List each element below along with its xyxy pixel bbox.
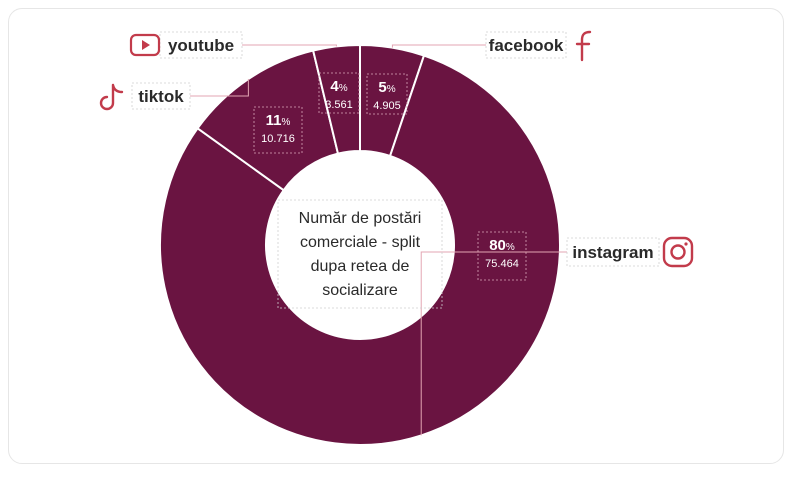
slice-instagram	[159, 54, 561, 446]
value-label: 4.905	[373, 100, 401, 112]
tiktok-glyph	[99, 83, 124, 111]
slice-label-instagram: 80% 75.464 instagram	[420, 231, 694, 436]
percent-label: 4%	[330, 78, 347, 95]
chart-title-line: dupa retea de	[311, 258, 410, 275]
value-label: 75.464	[485, 258, 519, 270]
data-label-box	[318, 72, 360, 114]
series-label-box	[131, 82, 191, 110]
instagram-icon	[662, 236, 694, 268]
percent-label: 11%	[266, 112, 291, 129]
series-label-box	[566, 237, 660, 267]
percent-value: 4	[330, 78, 339, 95]
tiktok-icon	[99, 83, 124, 111]
series-label: tiktok	[138, 87, 184, 106]
series-label: instagram	[572, 243, 653, 262]
instagram-frame	[662, 236, 694, 268]
instagram-dot	[684, 242, 688, 246]
instagram-lens	[670, 244, 686, 260]
data-label-box	[366, 73, 408, 115]
data-label-box	[477, 231, 527, 281]
facebook-glyph	[575, 30, 592, 62]
percent-sign: %	[339, 83, 348, 94]
chart-title-line: socializare	[322, 282, 398, 299]
series-label-box	[485, 31, 567, 59]
leader-line	[420, 251, 567, 436]
value-label: 10.716	[261, 133, 295, 145]
slice-label-youtube: 4% 3.561 youtube	[129, 31, 360, 114]
leader-line	[391, 44, 486, 48]
percent-sign: %	[281, 117, 290, 128]
percent-label: 80%	[489, 237, 515, 254]
chart-title-line: Număr de postări	[299, 210, 422, 227]
leader-line	[190, 79, 249, 97]
series-label-box	[159, 31, 243, 59]
slice-label-facebook: 5% 4.905 facebook	[366, 30, 592, 115]
value-label: 3.561	[325, 99, 353, 111]
chart-title: Număr de postări comerciale - split dupa r…	[277, 199, 443, 309]
percent-value: 11	[266, 112, 282, 129]
series-label: youtube	[168, 36, 234, 55]
slice-label-tiktok: 11% 10.716 tiktok	[99, 79, 303, 154]
percent-sign: %	[506, 242, 515, 253]
slice-youtube	[311, 43, 361, 155]
facebook-icon	[575, 30, 592, 62]
youtube-play	[142, 40, 150, 50]
data-label-box	[253, 106, 303, 154]
percent-label: 5%	[378, 79, 395, 96]
percent-value: 80	[489, 237, 506, 254]
youtube-icon	[129, 33, 161, 57]
chart-card: 5% 4.905 facebook 80% 75.464 instagram 11% 10.7…	[8, 8, 784, 464]
percent-value: 5	[378, 79, 386, 96]
percent-sign: %	[387, 84, 396, 95]
youtube-frame	[129, 33, 161, 57]
chart-title-line: comerciale - split	[300, 234, 421, 251]
leader-line	[242, 44, 337, 47]
chart-title-box	[277, 199, 443, 309]
series-label: facebook	[489, 36, 564, 55]
